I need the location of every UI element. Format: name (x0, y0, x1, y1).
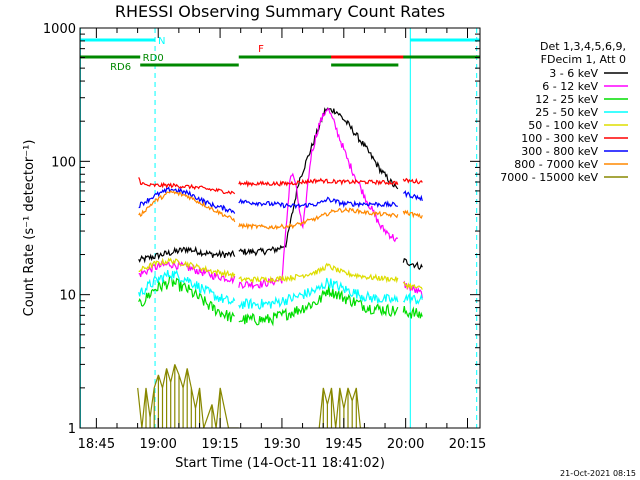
y-tick-label-1: 10 (59, 289, 76, 304)
y-axis-label: Count Rate (s⁻¹ detector⁻¹) (22, 140, 37, 317)
plot-frame (79, 27, 481, 429)
flag-label-n: N (158, 36, 165, 47)
x-tick-label-5: 20:00 (387, 437, 424, 452)
series-line-2 (138, 275, 423, 327)
series-line-0 (138, 107, 423, 271)
x-axis-label: Start Time (14-Oct-11 18:41:02) (175, 456, 385, 471)
plot-area: N F RD0 RD6 (80, 28, 480, 428)
x-tick-label-0: 18:45 (78, 437, 115, 452)
legend-entry-label-7: 800 - 7000 keV (514, 158, 598, 171)
series-line-3 (138, 269, 423, 310)
series-line-7 (138, 190, 423, 231)
plot-content (80, 28, 480, 428)
legend-entry-label-1: 6 - 12 keV (542, 80, 598, 93)
series-line-4 (138, 257, 423, 291)
series-line-5 (138, 177, 423, 195)
axes: 1 10 100 1000 18:45 19:00 19:15 19:30 19:45 20:00… (43, 22, 486, 452)
legend-entry-label-6: 300 - 800 keV (521, 145, 598, 158)
footer-timestamp: 21-Oct-2021 08:15 (560, 469, 636, 478)
x-tick-label-2: 19:15 (201, 437, 238, 452)
chart-title: RHESSI Observing Summary Count Rates (115, 2, 445, 21)
legend-header-1: FDecim 1, Att 0 (541, 53, 626, 66)
x-tick-label-6: 20:15 (449, 437, 486, 452)
legend-entry-label-8: 7000 - 15000 keV (500, 171, 598, 184)
legend-header-0: Det 1,3,4,5,6,9, (540, 40, 626, 53)
series-line-1 (138, 108, 423, 299)
x-tick-label-1: 19:00 (139, 437, 176, 452)
flag-label-rd6: RD6 (110, 62, 131, 73)
y-tick-label-3: 1000 (43, 22, 76, 37)
legend-entry-label-5: 100 - 300 keV (521, 132, 598, 145)
flag-label-f: F (258, 44, 264, 55)
legend-entry-label-0: 3 - 6 keV (549, 67, 598, 80)
legend-entry-label-3: 25 - 50 keV (535, 106, 598, 119)
legend-entry-label-4: 50 - 100 keV (528, 119, 598, 132)
x-tick-label-3: 19:30 (263, 437, 300, 452)
y-tick-label-2: 100 (51, 155, 76, 170)
series-line-6 (138, 186, 423, 214)
series-line-8 (138, 364, 399, 428)
flag-label-rd0: RD0 (143, 53, 164, 64)
y-tick-label-0: 1 (68, 422, 76, 437)
x-tick-label-4: 19:45 (325, 437, 362, 452)
legend-entry-label-2: 12 - 25 keV (535, 93, 598, 106)
legend: Det 1,3,4,5,6,9,FDecim 1, Att 03 - 6 keV… (500, 40, 628, 184)
